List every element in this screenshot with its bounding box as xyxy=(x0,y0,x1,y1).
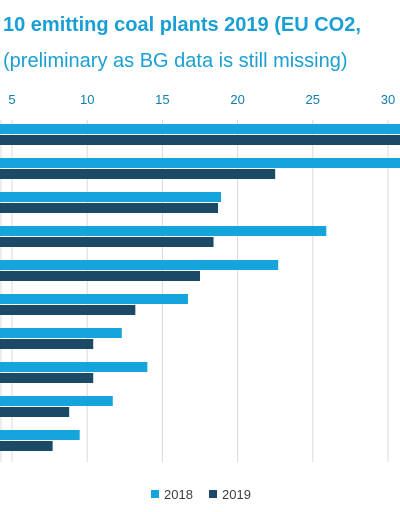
bar-2018 xyxy=(0,396,113,406)
bar-2018 xyxy=(0,158,400,168)
bars xyxy=(0,124,400,451)
bar-2019 xyxy=(0,135,400,145)
bar-2018 xyxy=(0,328,122,338)
x-tick-labels: 5 10 15 20 25 30 xyxy=(8,92,395,107)
bar-2018 xyxy=(0,260,279,270)
x-tick-label: 5 xyxy=(8,92,15,107)
chart-title: 10 emitting coal plants 2019 (EU CO2, xyxy=(3,14,361,36)
legend-label: 2019 xyxy=(222,487,251,502)
legend-swatch xyxy=(209,490,217,498)
bar-2019 xyxy=(0,169,276,179)
bar-2019 xyxy=(0,407,70,417)
bar-2018 xyxy=(0,294,188,304)
bar-2018 xyxy=(0,430,80,440)
x-tick-label: 25 xyxy=(306,92,320,107)
bar-2019 xyxy=(0,339,94,349)
bar-2019 xyxy=(0,441,53,451)
bar-2019 xyxy=(0,305,136,315)
legend-label: 2018 xyxy=(164,487,193,502)
legend: 2018 2019 xyxy=(151,487,251,502)
bar-2018 xyxy=(0,226,327,236)
legend-swatch xyxy=(151,490,159,498)
x-tick-label: 20 xyxy=(230,92,244,107)
bar-2018 xyxy=(0,192,222,202)
bar-2018 xyxy=(0,124,400,134)
x-tick-label: 30 xyxy=(381,92,395,107)
bar-2019 xyxy=(0,237,214,247)
bar-2018 xyxy=(0,362,148,372)
bar-2019 xyxy=(0,203,219,213)
chart-subtitle: (preliminary as BG data is still missing… xyxy=(3,50,348,72)
bar-2019 xyxy=(0,373,94,383)
x-tick-label: 15 xyxy=(155,92,169,107)
bar-2019 xyxy=(0,271,200,281)
x-tick-label: 10 xyxy=(80,92,94,107)
